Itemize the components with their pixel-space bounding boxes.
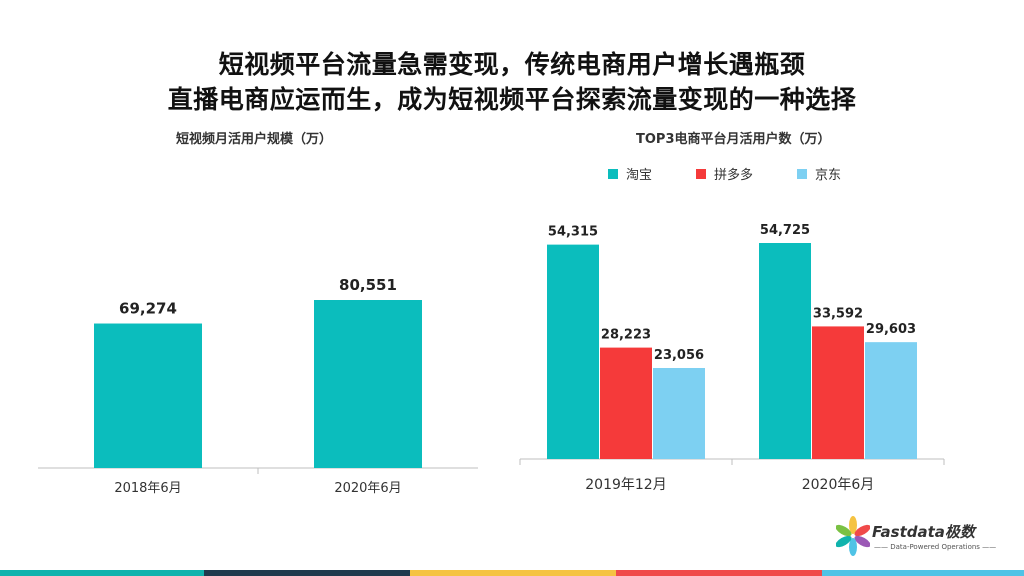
title-line-1: 短视频平台流量急需变现，传统电商用户增长遇瓶颈 <box>218 50 806 79</box>
left-bar <box>94 323 202 468</box>
right-chart-legend: 淘宝 拼多多 京东 <box>608 164 885 183</box>
legend-swatch-taobao <box>608 168 618 179</box>
right-bar-2 <box>865 342 917 459</box>
right-bar-value-label: 33,592 <box>813 306 863 321</box>
left-category-label: 2018年6月 <box>114 481 181 496</box>
bottom-bar-segment <box>822 570 1024 576</box>
bottom-bar-segment <box>0 570 204 576</box>
legend-label-jd: 京东 <box>815 168 842 183</box>
logo-flower-icon <box>835 516 871 556</box>
right-bar-value-label: 28,223 <box>601 328 651 343</box>
right-bar-value-label: 29,603 <box>866 322 916 337</box>
legend-swatch-pinduoduo <box>696 168 707 179</box>
right-bar-1 <box>600 347 652 459</box>
left-bar-chart: 69,274 2018年6月 80,551 2020年6月 <box>38 276 478 496</box>
bottom-color-bar <box>0 570 1024 576</box>
legend-label-pinduoduo: 拼多多 <box>714 168 754 183</box>
left-category-label: 2020年6月 <box>334 481 401 496</box>
bottom-bar-segment <box>410 570 616 576</box>
logo-tagline: —— Data-Powered Operations —— <box>874 543 997 551</box>
title-line-2: 直播电商应运而生，成为短视频平台探索流量变现的一种选择 <box>167 85 857 114</box>
right-bar-0 <box>547 244 599 459</box>
right-bar-value-label: 54,315 <box>548 225 598 240</box>
legend-label-taobao: 淘宝 <box>626 168 653 183</box>
left-bar-value-label: 80,551 <box>339 276 397 294</box>
left-bar-value-label: 69,274 <box>119 300 177 318</box>
right-bar-2 <box>653 367 705 459</box>
bottom-bar-segment <box>616 570 822 576</box>
right-bar-0 <box>759 243 811 459</box>
bottom-bar-segment <box>204 570 410 576</box>
right-category-label: 2020年6月 <box>802 477 875 493</box>
logo-text: Fastdata极数 <box>872 523 975 541</box>
right-bar-1 <box>812 326 864 459</box>
fastdata-logo: Fastdata极数 —— Data-Powered Operations —— <box>835 515 997 565</box>
left-bar <box>314 300 422 468</box>
left-chart-title: 短视频月活用户规模（万） <box>176 132 333 147</box>
right-chart-title: TOP3电商平台月活用户数（万） <box>636 132 831 147</box>
right-bar-value-label: 23,056 <box>654 348 704 363</box>
right-category-label: 2019年12月 <box>585 477 666 493</box>
legend-item-taobao: 淘宝 <box>608 164 652 183</box>
legend-swatch-jd <box>797 168 808 179</box>
legend-item-pinduoduo: 拼多多 <box>696 164 753 183</box>
right-bar-value-label: 54,725 <box>760 223 810 238</box>
legend-item-jd: 京东 <box>797 164 841 183</box>
